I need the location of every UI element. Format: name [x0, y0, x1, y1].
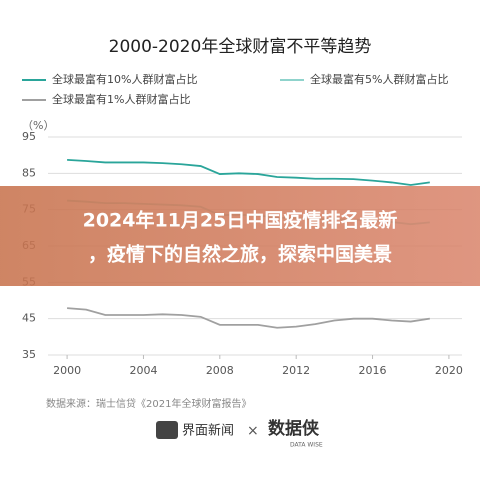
logo-icon: [156, 421, 178, 439]
x-tick-label: 2000: [53, 364, 81, 377]
y-tick-label: 35: [22, 348, 36, 361]
brand-right-sub: DATA WISE: [290, 442, 323, 449]
y-axis-label: （%）: [22, 119, 54, 132]
separator: ×: [247, 423, 259, 439]
y-tick-label: 95: [22, 130, 36, 143]
legend-label: 全球最富有1%人群财富占比: [52, 92, 190, 106]
series-line: [67, 307, 430, 329]
brand-right: 数据侠: [268, 418, 320, 439]
series-line: [67, 158, 430, 186]
source: 数据来源：瑞士信贷《2021年全球财富报告》: [46, 397, 251, 410]
x-tick-label: 2020: [435, 364, 463, 377]
banner-line: ，疫情下的自然之旅，探索中国美景: [88, 243, 392, 266]
brand-left: 界面新闻: [182, 423, 234, 439]
x-tick-label: 2008: [206, 364, 234, 377]
y-tick-label: 45: [22, 312, 36, 325]
banner-line: 2024年11月25日中国疫情排名最新: [83, 209, 398, 232]
legend-label: 全球最富有10%人群财富占比: [52, 72, 197, 86]
legend-label: 全球最富有5%人群财富占比: [310, 72, 448, 86]
chart-title: 2000-2020年全球财富不平等趋势: [109, 37, 372, 57]
x-tick-label: 2004: [129, 364, 157, 377]
x-tick-label: 2012: [282, 364, 310, 377]
banner: [0, 186, 480, 286]
y-tick-label: 85: [22, 166, 36, 179]
x-tick-label: 2016: [359, 364, 387, 377]
